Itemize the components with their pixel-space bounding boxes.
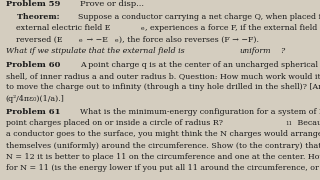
Text: ?: ?: [280, 47, 284, 55]
Text: Problem 59: Problem 59: [6, 0, 63, 8]
Text: , experiences a force F, if the external field is now: , experiences a force F, if the external…: [145, 24, 320, 32]
Text: to move the charge out to infinity (through a tiny hole drilled in the shell)? [: to move the charge out to infinity (thro…: [6, 83, 320, 91]
Text: for N = 11 (is the energy lower if you put all 11 around the circumference, or i: for N = 11 (is the energy lower if you p…: [6, 165, 320, 172]
Text: Theorem:: Theorem:: [6, 13, 62, 21]
Text: (q²/4πε₀)(1/a).]: (q²/4πε₀)(1/a).]: [6, 95, 65, 103]
Text: ), the force also reverses (F → −F).: ), the force also reverses (F → −F).: [119, 36, 259, 44]
Text: Suppose a conductor carrying a net charge Q, when placed in an: Suppose a conductor carrying a net charg…: [78, 13, 320, 21]
Text: Because the charge on: Because the charge on: [295, 119, 320, 127]
Text: reversed (E: reversed (E: [6, 36, 62, 44]
Text: Problem 61: Problem 61: [6, 108, 63, 116]
Text: → −E: → −E: [84, 36, 108, 44]
Text: point charges placed on or inside a circle of radius R?: point charges placed on or inside a circ…: [6, 119, 223, 127]
Text: What is the minimum-energy configuration for a system of N equal: What is the minimum-energy configuration…: [80, 108, 320, 116]
Text: A point charge q is at the center of an uncharged spherical conducting: A point charge q is at the center of an …: [80, 61, 320, 69]
Text: e: e: [115, 38, 118, 43]
Text: uniform: uniform: [239, 47, 271, 55]
Text: Prove or disp...: Prove or disp...: [80, 0, 144, 8]
Text: e: e: [79, 38, 83, 43]
Text: N = 12 it is better to place 11 on the circumference and one at the center. How : N = 12 it is better to place 11 on the c…: [6, 153, 320, 161]
Text: 11: 11: [286, 121, 293, 126]
Text: external electric field E: external electric field E: [6, 24, 110, 32]
Text: a conductor goes to the surface, you might think the N charges would arrange: a conductor goes to the surface, you mig…: [6, 130, 320, 138]
Text: Problem 60: Problem 60: [6, 61, 63, 69]
Text: themselves (uniformly) around the circumference. Show (to the contrary) that for: themselves (uniformly) around the circum…: [6, 142, 320, 150]
Text: What if we stipulate that the external field is: What if we stipulate that the external f…: [6, 47, 187, 55]
Text: e: e: [140, 26, 144, 31]
Text: shell, of inner radius a and outer radius b. Question: How much work would it ta: shell, of inner radius a and outer radiu…: [6, 72, 320, 80]
